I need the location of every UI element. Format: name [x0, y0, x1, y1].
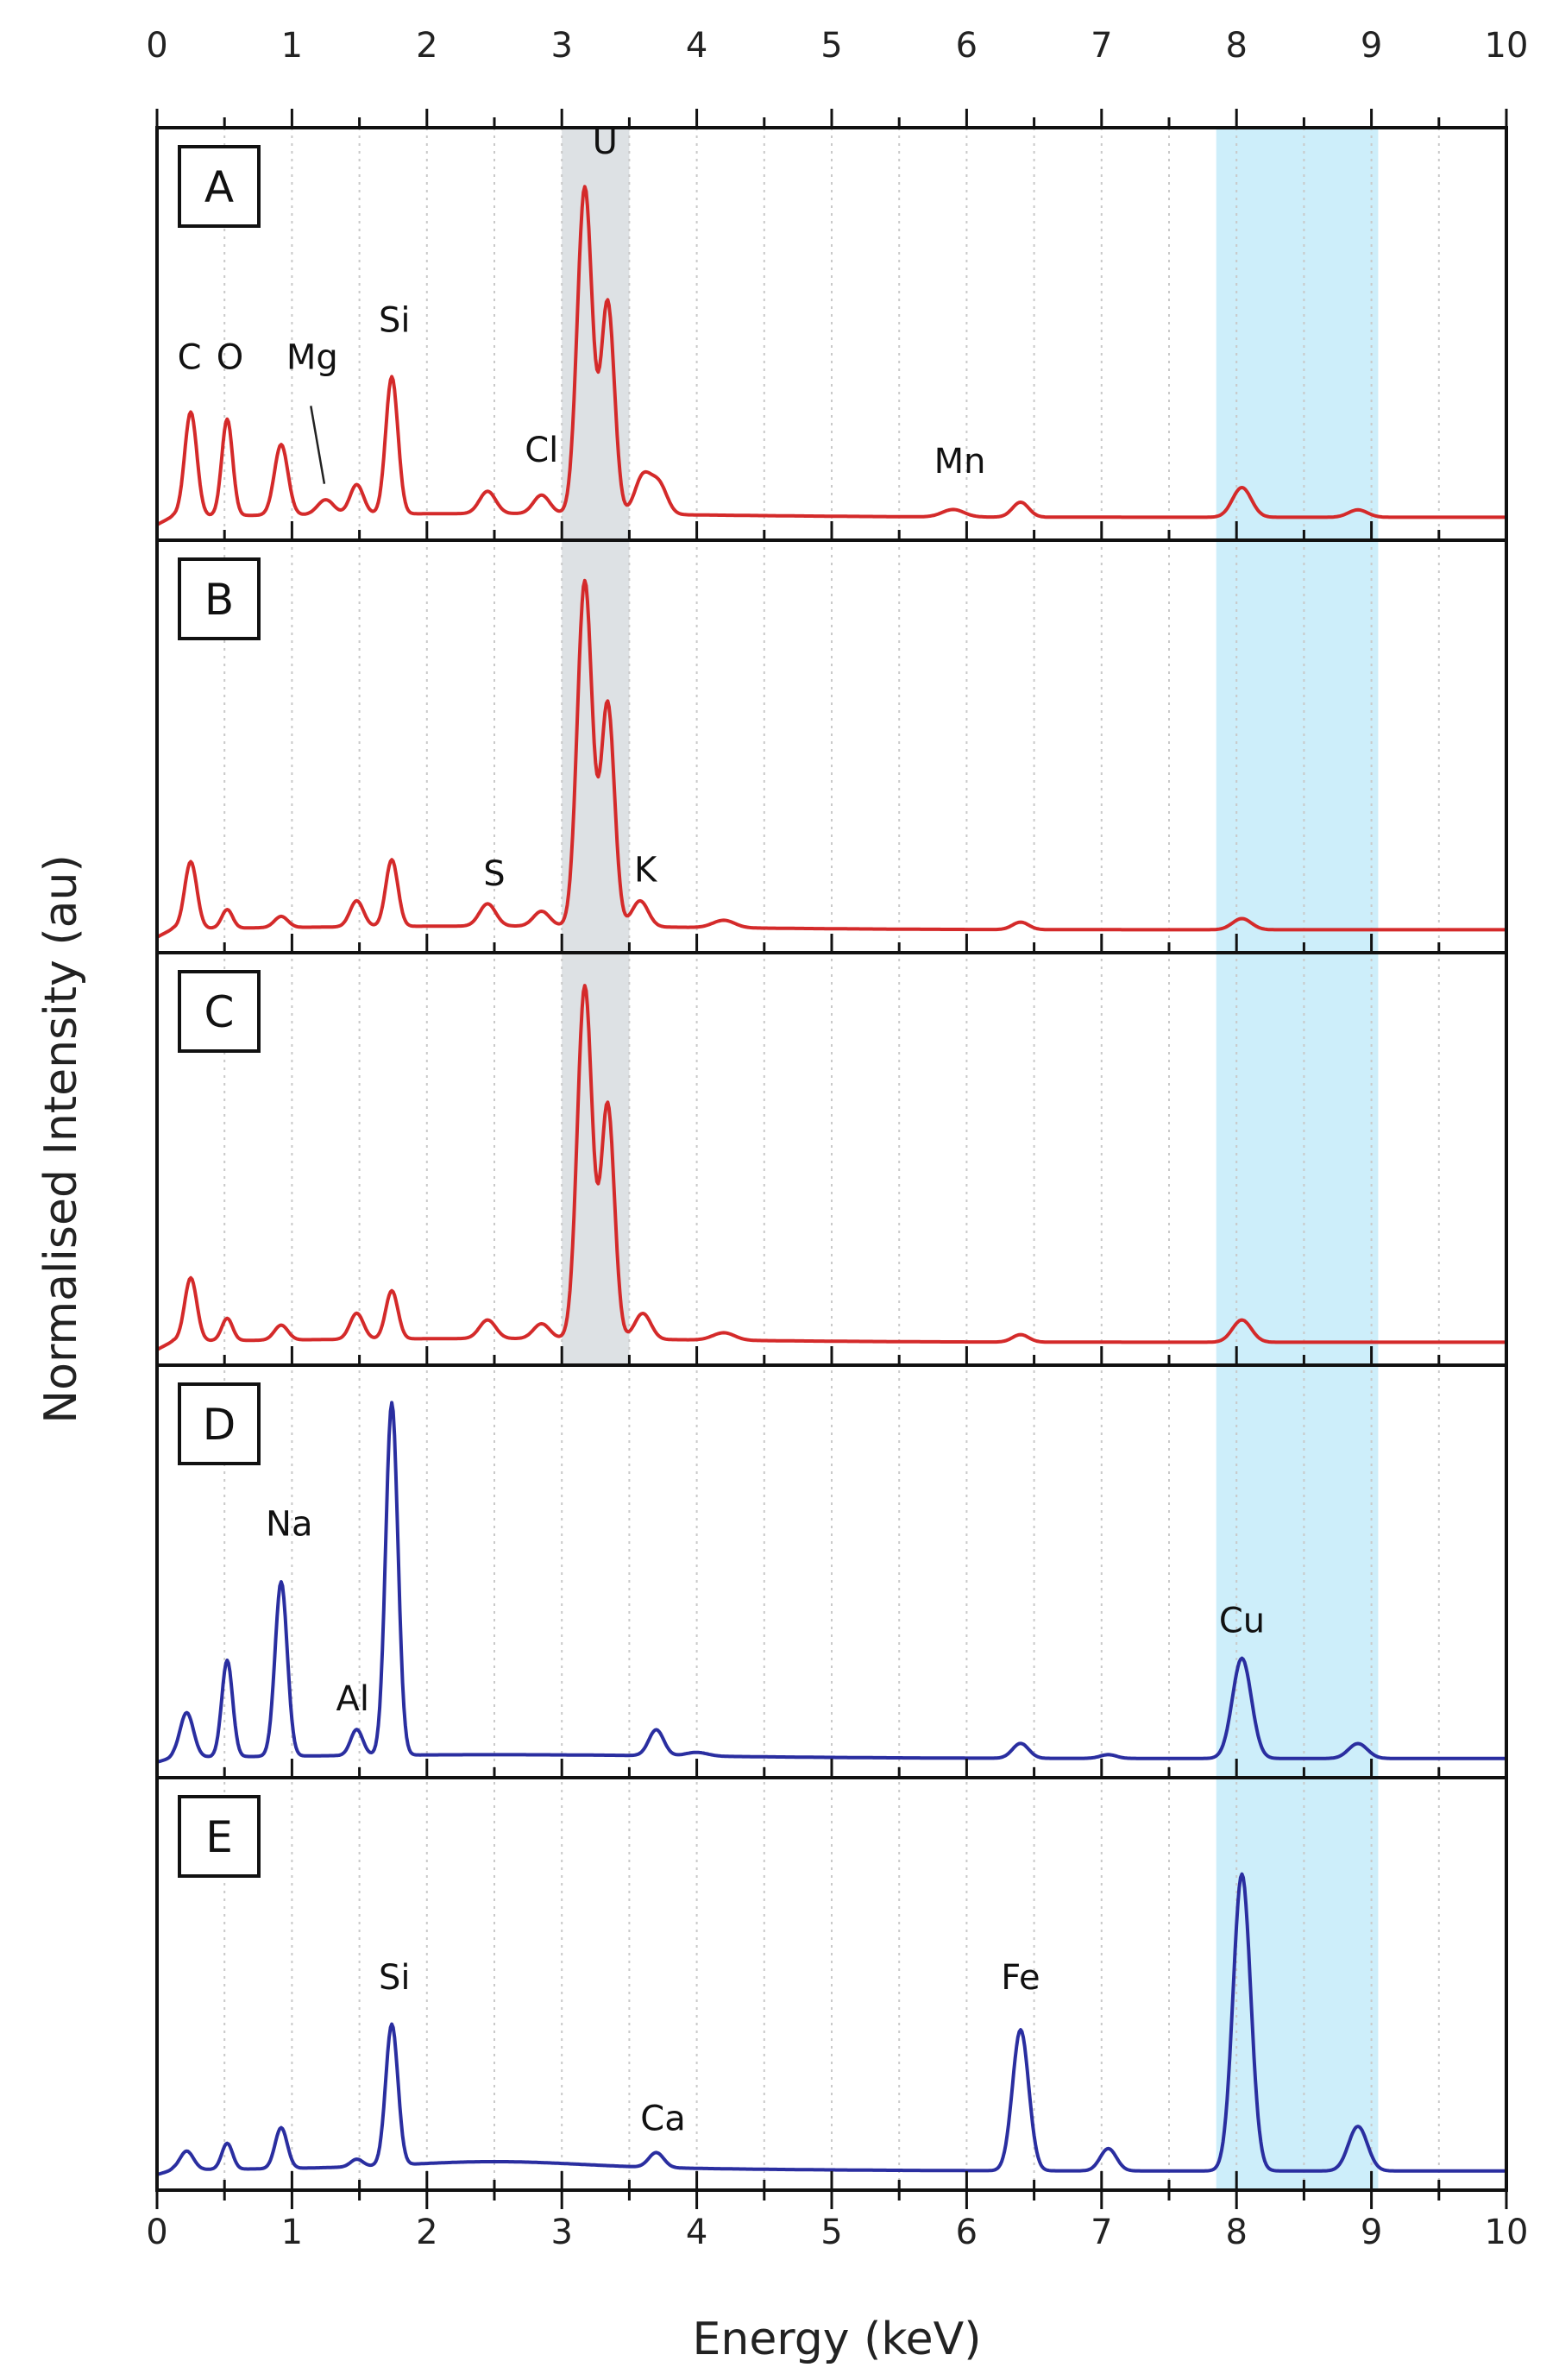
spectrum-line-e [156, 1872, 1507, 2176]
top-tick-label-8: 8 [1225, 26, 1247, 66]
top-tick-label-1: 1 [281, 26, 303, 66]
vertical-gridlines [223, 128, 1440, 2190]
top-tick-label-3: 3 [550, 26, 572, 66]
top-tick-label-5: 5 [820, 26, 842, 66]
spectrum-line-c [156, 984, 1507, 1351]
bottom-tick-label-10: 10 [1485, 2213, 1529, 2252]
panel-letter-a: A [204, 162, 234, 212]
peak-label-e-fe: Fe [1001, 1958, 1040, 1998]
panel-letter-box-c [178, 970, 261, 1053]
top-tick-label-6: 6 [956, 26, 978, 66]
peak-label-a-si: Si [379, 300, 411, 340]
peak-label-a-cl: Cl [525, 431, 558, 470]
spectra-lines [156, 185, 1507, 2176]
bottom-tick-label-1: 1 [281, 2213, 303, 2252]
peak-label-a-u: U [593, 123, 618, 162]
panel-letter-c: C [204, 987, 235, 1037]
bottom-tick-label-4: 4 [686, 2213, 707, 2252]
x-axis-title: Energy (keV) [693, 2314, 982, 2365]
highlight-bands [562, 128, 1379, 2190]
bottom-tick-label-3: 3 [550, 2213, 572, 2252]
bottom-tick-label-5: 5 [820, 2213, 842, 2252]
spectrum-line-d [156, 1401, 1507, 1764]
spectrum-line-a [156, 185, 1507, 526]
peak-label-a-o: O [217, 337, 243, 377]
peak-label-a-mg: Mg [286, 337, 338, 377]
bottom-tick-label-0: 0 [146, 2213, 167, 2252]
top-tick-label-7: 7 [1091, 26, 1112, 66]
bottom-tick-label-8: 8 [1225, 2213, 1247, 2252]
top-tick-label-2: 2 [416, 26, 437, 66]
top-tick-label-9: 9 [1361, 26, 1382, 66]
peak-label-e-si: Si [379, 1958, 411, 1998]
panel-letter-box-b [178, 557, 261, 640]
bottom-tick-label-6: 6 [956, 2213, 978, 2252]
cu-band-highlight [1216, 128, 1379, 2190]
peak-label-e-ca: Ca [640, 2099, 685, 2138]
peak-label-a-c: C [178, 337, 202, 377]
peak-label-a-mn: Mn [934, 442, 986, 482]
bottom-tick-label-9: 9 [1361, 2213, 1382, 2252]
bottom-tick-label-2: 2 [416, 2213, 437, 2252]
top-tick-label-4: 4 [686, 26, 707, 66]
tick-labels: 0 0 1 1 2 2 3 3 4 4 5 5 6 6 7 7 8 8 9 9 10 10 [146, 26, 1528, 2252]
panel-letter-b: B [204, 575, 234, 625]
peak-label-d-al: Al [336, 1679, 369, 1719]
y-axis-title: Normalised Intensity (au) [35, 854, 87, 1423]
panel-letter-box-d [178, 1382, 261, 1465]
leader-line-mg [310, 406, 326, 484]
bottom-tick-label-7: 7 [1091, 2213, 1112, 2252]
panel-letter-box-e [178, 1795, 261, 1878]
panel-letter-e: E [205, 1812, 233, 1862]
panel-letter-box-a [178, 145, 261, 228]
peak-label-d-na: Na [266, 1505, 312, 1545]
spectrum-line-b [156, 578, 1507, 939]
top-tick-label-10: 10 [1485, 26, 1529, 66]
top-tick-label-0: 0 [146, 26, 167, 66]
peak-label-d-cu: Cu [1219, 1602, 1265, 1641]
peak-label-b-k: K [634, 851, 658, 891]
panel-letter-d: D [203, 1400, 236, 1450]
panel-letters: A B C D E [178, 145, 261, 1878]
peak-label-b-s: S [483, 854, 505, 894]
axis-ticks [155, 109, 1508, 2209]
